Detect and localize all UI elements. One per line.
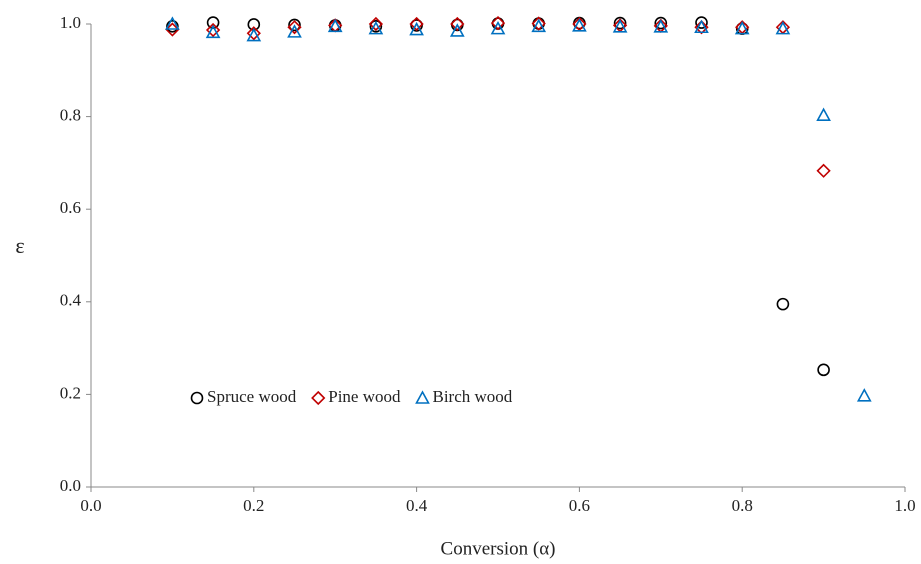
point	[775, 20, 791, 35]
y-axis-label: ε	[15, 233, 24, 258]
point	[572, 16, 587, 32]
point	[409, 16, 424, 32]
point	[734, 20, 750, 35]
y-tick-label: 1.0	[60, 13, 81, 32]
legend-label: Birch wood	[432, 387, 512, 406]
point	[531, 16, 546, 31]
y-tick-label: 0.8	[60, 106, 81, 125]
point	[205, 22, 221, 38]
point	[450, 16, 465, 32]
point	[287, 20, 302, 35]
point	[206, 16, 220, 29]
point	[613, 16, 627, 30]
point	[531, 18, 547, 33]
point	[368, 16, 384, 32]
x-tick-label: 0.4	[406, 496, 428, 515]
point	[409, 21, 424, 36]
point	[816, 163, 831, 178]
x-tick-label: 1.0	[894, 496, 915, 515]
point	[653, 19, 669, 33]
point	[246, 27, 262, 42]
point	[165, 22, 180, 37]
point	[572, 18, 587, 32]
point	[816, 107, 831, 122]
x-tick-label: 0.2	[243, 496, 264, 515]
legend-symbol	[311, 390, 326, 406]
point	[369, 20, 383, 33]
point	[695, 16, 708, 29]
point	[612, 19, 628, 33]
point	[327, 18, 343, 33]
point	[287, 24, 302, 38]
legend-label: Spruce wood	[207, 387, 297, 406]
legend-label: Pine wood	[328, 387, 401, 406]
point	[166, 20, 179, 33]
legend-symbol	[415, 390, 430, 404]
point	[776, 297, 790, 311]
point	[288, 18, 301, 32]
point	[165, 16, 180, 30]
x-tick-label: 0.0	[80, 496, 101, 515]
point	[205, 24, 221, 39]
point	[694, 19, 709, 34]
point	[449, 23, 465, 37]
point	[694, 20, 709, 35]
y-tick-label: 0.4	[60, 291, 82, 310]
point	[246, 26, 261, 41]
point	[490, 15, 506, 31]
y-tick-label: 0.6	[60, 198, 81, 217]
point	[817, 363, 830, 377]
x-axis-label: Conversion (α)	[441, 538, 556, 559]
point	[490, 20, 506, 35]
point	[856, 388, 872, 402]
x-tick-label: 0.6	[569, 496, 590, 515]
legend-symbol	[190, 391, 204, 405]
point	[368, 20, 384, 35]
y-tick-label: 0.2	[60, 383, 81, 402]
point	[654, 16, 668, 30]
y-tick-label: 0.0	[60, 476, 81, 495]
x-tick-label: 0.8	[732, 496, 753, 515]
